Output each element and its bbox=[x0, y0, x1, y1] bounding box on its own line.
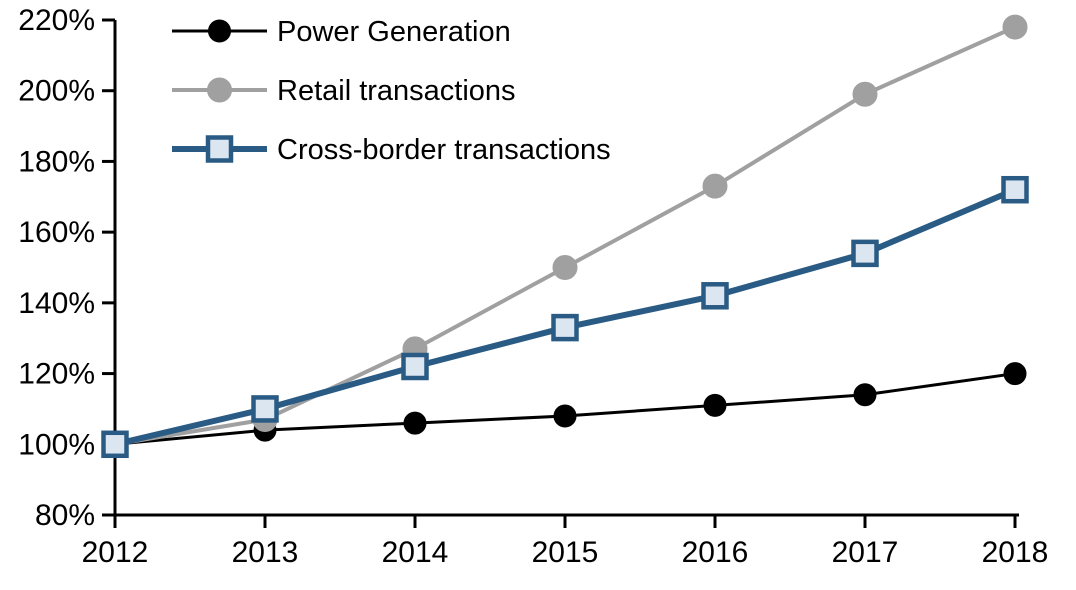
marker-power-generation bbox=[403, 411, 427, 435]
legend-label-power-generation: Power Generation bbox=[277, 16, 511, 48]
marker-retail-transactions bbox=[852, 81, 878, 107]
x-tick-label: 2013 bbox=[232, 536, 299, 569]
legend-marker-retail-transactions bbox=[207, 77, 232, 103]
marker-cross-border-transactions bbox=[401, 352, 429, 381]
marker-retail-transactions bbox=[552, 255, 578, 280]
x-tick-label: 2017 bbox=[832, 536, 899, 569]
marker-power-generation bbox=[553, 404, 577, 428]
y-tick-label: 220% bbox=[18, 4, 95, 37]
y-tick-label: 200% bbox=[18, 75, 95, 108]
y-tick-label: 100% bbox=[18, 428, 95, 461]
x-tick-label: 2016 bbox=[682, 536, 749, 569]
marker-cross-border-transactions bbox=[551, 313, 579, 342]
legend-label-retail-transactions: Retail transactions bbox=[277, 75, 516, 107]
y-tick-label: 180% bbox=[18, 145, 95, 178]
marker-power-generation bbox=[703, 393, 727, 417]
marker-retail-transactions bbox=[702, 173, 728, 199]
y-tick-label: 80% bbox=[35, 499, 95, 532]
marker-cross-border-transactions bbox=[101, 430, 129, 459]
y-tick-label: 140% bbox=[18, 287, 95, 320]
x-tick-label: 2012 bbox=[82, 536, 149, 569]
marker-cross-border-transactions bbox=[251, 395, 279, 423]
marker-power-generation bbox=[1003, 362, 1027, 386]
x-tick-label: 2015 bbox=[532, 536, 599, 569]
legend-marker-cross-border-transactions bbox=[205, 135, 234, 163]
marker-cross-border-transactions bbox=[701, 282, 729, 310]
marker-cross-border-transactions bbox=[851, 239, 879, 268]
marker-cross-border-transactions bbox=[1001, 175, 1029, 204]
legend-label-cross-border-transactions: Cross-border transactions bbox=[277, 134, 611, 166]
y-tick-label: 120% bbox=[18, 358, 95, 391]
x-tick-label: 2014 bbox=[382, 536, 449, 569]
x-tick-label: 2018 bbox=[982, 536, 1049, 569]
legend-marker-power-generation bbox=[208, 19, 231, 43]
y-tick-label: 160% bbox=[18, 216, 95, 249]
marker-power-generation bbox=[853, 383, 877, 407]
marker-retail-transactions bbox=[1002, 14, 1028, 40]
